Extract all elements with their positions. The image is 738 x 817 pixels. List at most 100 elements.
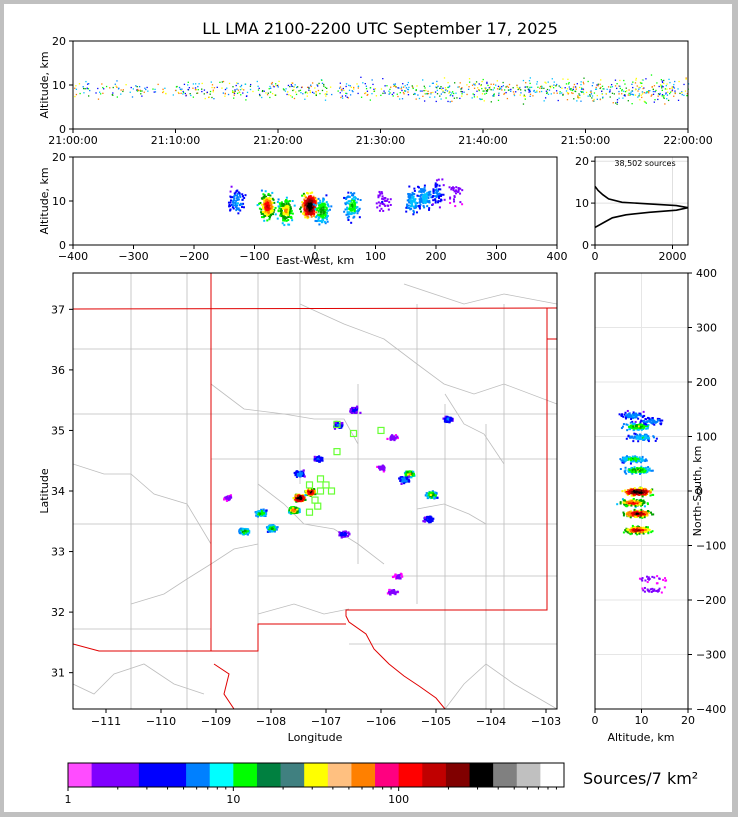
source-point (497, 85, 500, 88)
source-cell (642, 427, 645, 430)
source-cell (313, 212, 316, 215)
source-cell (410, 474, 414, 478)
source-cell (393, 437, 396, 440)
source-cell (325, 201, 328, 204)
source-cell (355, 201, 358, 204)
source-cell (423, 190, 426, 193)
source-point (621, 90, 623, 92)
source-cell (318, 203, 321, 206)
source-point (628, 89, 630, 91)
source-point (82, 86, 84, 88)
source-cell (283, 224, 286, 227)
source-cell (287, 211, 290, 214)
source-cell (633, 487, 636, 490)
source-cell (324, 206, 327, 209)
source-cell (234, 191, 237, 194)
source-cell (438, 184, 441, 187)
source-point (577, 95, 579, 97)
source-point (601, 90, 603, 92)
source-point (508, 83, 511, 86)
source-cell (260, 189, 263, 192)
source-point (402, 86, 405, 88)
source-point (591, 97, 593, 99)
source-cell (401, 575, 404, 578)
source-point (373, 88, 375, 90)
source-cell (645, 467, 648, 470)
source-cell (322, 203, 325, 206)
source-point (683, 83, 685, 86)
source-cell (236, 207, 239, 210)
source-point (189, 93, 191, 95)
source-point (411, 85, 413, 87)
source-cell (632, 440, 635, 443)
source-point (226, 87, 228, 89)
source-cell (310, 203, 313, 206)
source-point (246, 91, 249, 94)
source-cell (310, 492, 313, 495)
source-cell (282, 216, 285, 219)
source-point (415, 88, 417, 91)
source-cell (268, 527, 271, 530)
source-cell (280, 209, 283, 212)
source-point (300, 92, 302, 94)
source-cell (429, 193, 432, 196)
source-cell (631, 420, 634, 423)
source-point (663, 94, 665, 97)
source-point (517, 88, 519, 91)
source-cell (354, 201, 357, 204)
source-point (298, 90, 300, 92)
source-cell (287, 209, 290, 212)
source-point (517, 87, 520, 89)
source-point (103, 88, 105, 90)
source-cell (301, 201, 304, 204)
source-cell (257, 513, 260, 516)
ew-altitude-xtick-label: 0 (312, 250, 319, 263)
source-cell (324, 203, 327, 206)
source-cell (643, 488, 646, 491)
source-point (236, 92, 239, 95)
source-cell (435, 188, 438, 191)
source-point (400, 86, 403, 88)
source-cell (438, 195, 441, 198)
source-point (386, 85, 388, 87)
map-area (73, 273, 557, 709)
source-cell (432, 199, 435, 202)
source-cell (356, 198, 359, 201)
source-cell (421, 190, 424, 193)
source-cell (287, 216, 290, 219)
source-point (476, 96, 479, 98)
source-cell (259, 514, 263, 517)
source-point (436, 80, 438, 83)
source-cell (377, 196, 380, 199)
source-point (153, 91, 155, 93)
source-cell (348, 207, 351, 210)
source-point (539, 85, 542, 88)
source-cell (435, 185, 438, 188)
source-cell (642, 425, 645, 428)
source-cell (440, 193, 443, 196)
source-point (645, 92, 647, 94)
source-cell (640, 435, 643, 438)
source-point (587, 95, 589, 97)
source-cell (437, 201, 440, 204)
source-point (520, 89, 522, 91)
source-cell (237, 191, 240, 194)
source-cell (643, 470, 646, 473)
source-cell (287, 202, 290, 205)
source-point (309, 90, 311, 92)
source-point (473, 96, 476, 98)
source-cell (241, 193, 244, 196)
source-cell (625, 455, 628, 458)
source-point (523, 95, 525, 98)
source-cell (271, 197, 274, 200)
source-point (499, 87, 502, 90)
source-point (233, 94, 235, 96)
source-cell (422, 196, 425, 199)
source-cell (288, 507, 292, 510)
source-cell (315, 209, 318, 212)
source-point (664, 88, 667, 90)
source-cell (301, 203, 304, 206)
source-point (612, 102, 614, 104)
source-cell (314, 216, 317, 219)
source-cell (432, 517, 435, 520)
